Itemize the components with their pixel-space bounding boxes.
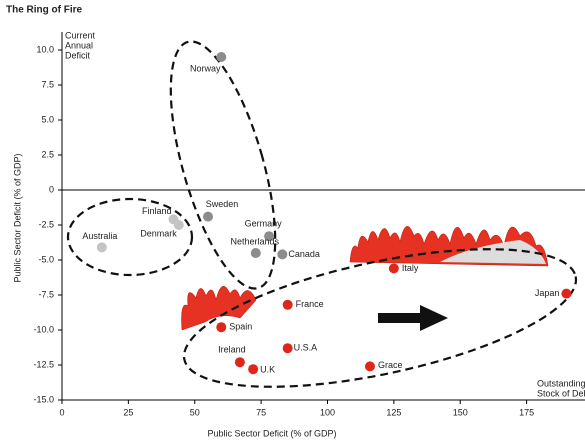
point-label: Australia [82,231,117,241]
point [216,322,226,332]
point-label: U.S.A [294,343,318,353]
y-tick-label: -15.0 [33,394,54,404]
point [251,248,261,258]
ring [149,31,296,299]
x-tick-label: 75 [256,407,266,417]
point-label: Finland [142,206,172,216]
x-tick-label: 0 [59,407,64,417]
y-tick-label: -10.0 [33,324,54,334]
x-tick-label: 25 [123,407,133,417]
y-tick-label: 7.5 [41,79,54,89]
point-label: Spain [229,322,252,332]
point-label: Grace [378,360,403,370]
arrow [378,305,448,331]
point [561,289,571,299]
point [248,364,258,374]
point-label: Japan [535,288,560,298]
point-label: Norway [190,63,221,73]
point-label: Ireland [218,345,246,355]
point [216,52,226,62]
y-tick-label: 5.0 [41,114,54,124]
point-label: Netherlands [231,236,280,246]
point [277,249,287,259]
point-label: Canada [288,249,320,259]
annotation: Deficit [65,50,91,60]
x-axis-label: Public Sector Deficit (% of GDP) [207,428,336,438]
x-tick-label: 150 [453,407,468,417]
annotation: Stock of Debt [537,388,585,398]
y-tick-label: -5.0 [38,254,54,264]
y-tick-label: -2.5 [38,219,54,229]
point-label: Denmark [140,228,177,238]
annotation: Current [65,30,96,40]
x-tick-label: 175 [519,407,534,417]
point [97,242,107,252]
point-label: France [296,299,324,309]
point [283,343,293,353]
point [365,361,375,371]
point [203,212,213,222]
x-tick-label: 100 [320,407,335,417]
y-tick-label: -12.5 [33,359,54,369]
y-tick-label: 2.5 [41,149,54,159]
annotation: Annual [65,40,93,50]
point [389,263,399,273]
point-label: Italy [402,263,419,273]
point-label: U.K [260,365,275,375]
annotation: Outstanding [537,378,585,388]
point [235,357,245,367]
chart-title: The Ring of Fire [6,5,83,16]
x-tick-label: 50 [190,407,200,417]
y-tick-label: -7.5 [38,289,54,299]
point-label: Sweden [206,199,239,209]
y-tick-label: 0 [49,184,54,194]
chart: The Ring of Fire Public Sector Deficit (… [0,0,585,441]
point-label: Germany [245,219,283,229]
point [283,300,293,310]
y-tick-label: 10.0 [36,44,54,54]
x-tick-label: 125 [386,407,401,417]
y-axis-label: Public Sector Deficit (% of GDP) [12,153,22,282]
